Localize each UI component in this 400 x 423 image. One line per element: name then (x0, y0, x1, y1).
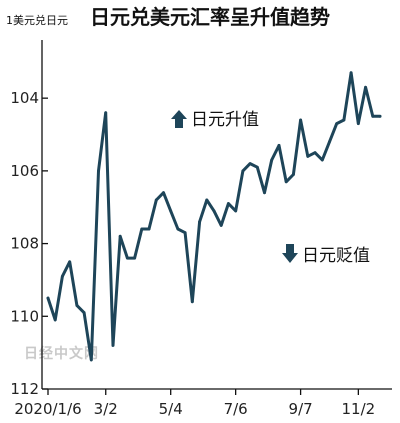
data-point (328, 140, 331, 144)
data-point (234, 209, 238, 213)
data-point (335, 122, 339, 126)
data-point (241, 169, 245, 173)
data-point (263, 191, 266, 195)
data-point (371, 114, 375, 118)
data-point (313, 151, 317, 155)
data-point (364, 85, 367, 89)
data-point (111, 343, 115, 347)
data-point (291, 173, 295, 176)
data-point (97, 169, 100, 173)
data-point (61, 274, 64, 278)
data-point (133, 256, 137, 260)
chart-title: 日元兑美元汇率呈升值趋势 (90, 5, 330, 29)
data-point (162, 191, 165, 195)
annotation-appreciation: 日元升值 (171, 110, 259, 130)
data-point (356, 122, 360, 126)
watermark: 日经中文网 (24, 345, 99, 362)
x-tick-label: 9/7 (289, 400, 313, 418)
x-tick-label: 11/2 (342, 400, 376, 418)
data-point (147, 227, 151, 231)
data-point (154, 198, 158, 202)
data-point (320, 158, 324, 162)
data-point (212, 209, 216, 213)
data-point (176, 227, 180, 231)
x-tick-label: 5/4 (159, 400, 183, 418)
data-point (378, 114, 382, 118)
x-tick-label: 2020/1/6 (14, 400, 81, 418)
data-point (205, 198, 209, 202)
data-point (118, 234, 122, 238)
annotation-appreciation-text: 日元升值 (191, 110, 259, 130)
data-point (342, 118, 346, 122)
y-tick-label: 104 (10, 89, 39, 107)
y-axis-label: 1美元兑日元 (6, 13, 68, 27)
y-tick-label: 108 (10, 235, 39, 253)
data-point (284, 180, 288, 184)
data-point (198, 220, 201, 224)
data-point (140, 227, 144, 231)
data-point (349, 71, 353, 75)
data-point (53, 318, 57, 322)
up-arrow-icon (171, 110, 187, 128)
data-point (219, 224, 223, 227)
data-point (255, 165, 259, 169)
data-point (104, 111, 108, 115)
data-point (89, 358, 93, 362)
annotation-depreciation-text: 日元贬值 (302, 246, 370, 266)
data-point (270, 158, 274, 162)
y-tick-label: 106 (10, 162, 39, 180)
data-point (299, 118, 303, 122)
data-point (169, 209, 173, 213)
data-point (248, 162, 252, 166)
data-point (75, 303, 79, 307)
x-tick-label: 7/6 (224, 400, 248, 418)
data-point (183, 231, 187, 235)
data-point (68, 260, 72, 264)
data-point (125, 256, 129, 260)
annotation-depreciation: 日元贬值 (282, 244, 370, 266)
data-point (227, 202, 230, 205)
y-tick-label: 112 (10, 380, 39, 398)
x-tick-label: 3/2 (94, 400, 118, 418)
down-arrow-icon (282, 244, 298, 263)
data-point (190, 300, 194, 304)
data-point (46, 296, 50, 300)
data-point (277, 144, 281, 147)
data-point (82, 311, 86, 315)
data-point (306, 154, 310, 158)
y-tick-label: 110 (10, 307, 39, 325)
